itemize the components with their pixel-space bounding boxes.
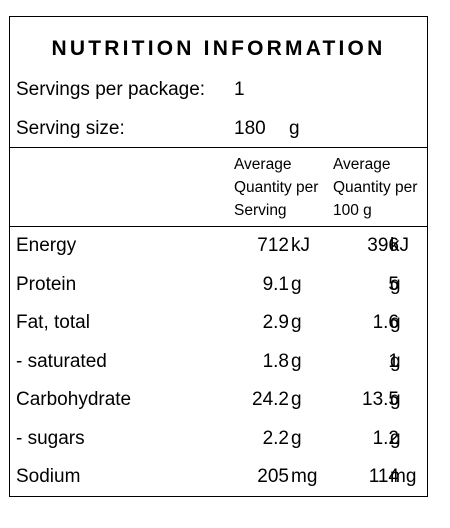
per-serving-value: 24.2: [252, 389, 289, 410]
header-divider-bottom: [10, 226, 427, 227]
nutrition-panel: NUTRITION INFORMATION Servings per packa…: [9, 16, 428, 497]
per-serving-unit: mg: [291, 466, 318, 487]
per-100g-unit: g: [390, 389, 401, 410]
per-serving-unit: g: [291, 427, 302, 449]
column-header-line: Average: [234, 156, 292, 173]
per-serving-value: 205: [257, 466, 289, 487]
per-serving-unit: g: [291, 350, 302, 372]
column-header-per-serving: Average Quantity per Serving: [234, 153, 318, 222]
per-serving-value: 1.8: [262, 350, 289, 372]
nutrient-label: - sugars: [16, 427, 85, 449]
per-100g-unit: kJ: [390, 235, 409, 256]
per-100g-value: 13.5: [362, 389, 399, 410]
per-serving-unit: g: [291, 312, 302, 333]
servings-per-package-label: Servings per package:: [16, 79, 206, 100]
per-serving-unit: g: [291, 273, 302, 295]
per-serving-value: 2.9: [262, 312, 289, 333]
column-header-line: Average: [333, 156, 391, 173]
per-serving-value: 2.2: [262, 427, 289, 449]
table-row: Protein 9.1 g 5 g: [10, 274, 427, 313]
serving-size-unit: g: [289, 118, 300, 139]
per-100g-unit: g: [390, 427, 401, 449]
table-row: Fat, total 2.9 g 1.6 g: [10, 312, 427, 351]
table-row: Carbohydrate 24.2 g 13.5 g: [10, 389, 427, 428]
per-100g-unit: g: [390, 312, 401, 333]
column-header-line: Serving: [234, 202, 287, 219]
column-header-per-100g: Average Quantity per 100 g: [333, 153, 417, 222]
per-serving-value: 9.1: [262, 273, 289, 295]
per-100g-value: 5: [388, 273, 399, 295]
per-100g-value: 1: [388, 350, 399, 372]
per-100g-unit: g: [390, 273, 401, 295]
servings-per-package-value: 1: [234, 79, 245, 100]
column-header-line: Quantity per: [333, 179, 418, 196]
serving-size-value: 180: [234, 118, 266, 139]
per-100g-value: 114: [368, 466, 399, 487]
per-100g-unit: g: [390, 350, 401, 372]
nutrient-label: Protein: [16, 273, 77, 295]
column-header-row: Average Quantity per Serving Average Qua…: [10, 147, 427, 226]
nutrient-label: Sodium: [16, 466, 81, 487]
per-serving-value: 712: [257, 235, 289, 256]
serving-size-label: Serving size:: [16, 118, 125, 139]
table-row: - sugars 2.2 g 1.2 g: [10, 428, 427, 467]
per-100g-value: 1.2: [372, 427, 399, 449]
table-row: - saturated 1.8 g 1 g: [10, 351, 427, 390]
per-100g-value: 396: [367, 235, 399, 256]
column-header-line: Quantity per: [234, 179, 319, 196]
panel-title: NUTRITION INFORMATION: [51, 37, 386, 60]
per-100g-unit: mg: [390, 466, 417, 487]
nutrient-label: - saturated: [16, 350, 107, 372]
table-row: Energy 712 kJ 396 kJ: [10, 235, 427, 274]
per-100g-value: 1.6: [372, 312, 399, 333]
column-header-line: 100 g: [333, 202, 372, 219]
nutrient-label: Energy: [16, 235, 77, 256]
per-serving-unit: g: [291, 389, 302, 410]
header-divider-top: [10, 147, 427, 148]
per-serving-unit: kJ: [291, 235, 310, 256]
nutrient-label: Fat, total: [16, 312, 90, 333]
nutrient-label: Carbohydrate: [16, 389, 132, 410]
table-row: Sodium 205 mg 114 mg: [10, 466, 427, 505]
